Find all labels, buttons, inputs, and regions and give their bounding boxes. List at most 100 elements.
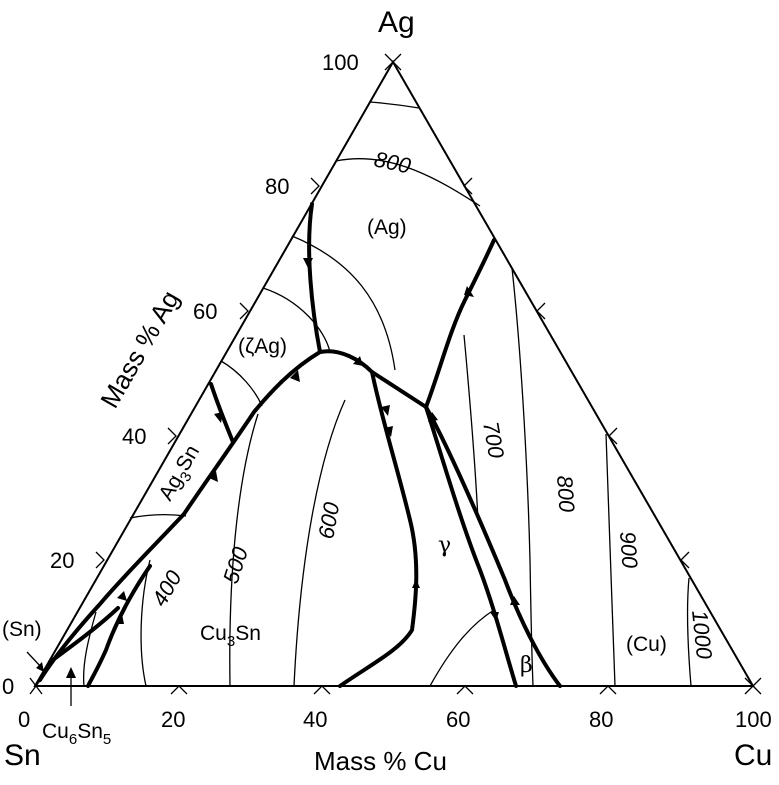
isotherm-label-800-top: 800 [372, 146, 414, 178]
tick-right-40 [608, 427, 618, 445]
phase-boundaries [38, 202, 562, 688]
label-ag3sn-sn: Sn [171, 441, 204, 475]
isotherm-label-700: 700 [478, 420, 509, 461]
isotherm-label-900: 900 [615, 531, 643, 570]
arrow-4 [353, 356, 363, 366]
isotherm-label-1000: 1000 [687, 609, 717, 661]
isotherm-ag-interior [291, 235, 396, 371]
label-cu6sn5-phase: Cu6Sn5 [42, 720, 111, 748]
subscript-6: 6 [69, 731, 77, 748]
tick-label-left-100: 100 [322, 50, 359, 75]
axis-title-mass-cu: Mass % Cu [314, 746, 447, 776]
corner-label-cu: Cu [734, 739, 772, 772]
isotherm-ag3sn-lower [129, 514, 187, 519]
boundary-ag-zeta-left [307, 202, 322, 354]
tick-label-bottom-0: 0 [18, 707, 30, 732]
label-cu6sn5-sn: Sn [77, 720, 103, 743]
isotherm-700 [463, 334, 479, 521]
boundary-gamma-cu3sn [338, 370, 419, 688]
boundary-cu6sn5-cu3sn [86, 564, 152, 688]
arrow-10 [412, 579, 420, 588]
arrow-12 [490, 612, 499, 621]
isotherm-top-cap [369, 101, 420, 109]
tick-left-100 [384, 53, 402, 71]
arrow-11 [510, 596, 520, 605]
label-cu-phase: (Cu) [626, 633, 667, 656]
arrow-8 [214, 412, 223, 423]
label-zeta-ag-phase: (ζAg) [238, 335, 287, 358]
subscript-3b: 3 [227, 633, 235, 650]
isotherm-600 [293, 399, 346, 687]
pointer-sn-head [36, 662, 44, 672]
tick-bottom-80 [599, 685, 617, 695]
arrow-13 [117, 591, 127, 601]
isotherm-800-upper [335, 158, 481, 207]
left-edge-ticks [29, 53, 402, 695]
boundary-gamma-beta-right [424, 405, 562, 688]
tick-right-20 [680, 551, 690, 569]
tick-bottom-60 [456, 685, 474, 695]
arrow-3 [290, 370, 300, 382]
triangle-frame [33, 59, 755, 687]
boundary-sn-corner [48, 606, 120, 664]
corner-label-sn: Sn [4, 739, 41, 772]
isotherm-500 [229, 413, 259, 687]
arrow-14 [116, 614, 124, 624]
pointer-cu6sn5-head [66, 667, 76, 678]
isotherm-zeta-lower [220, 360, 263, 407]
isotherm-label-600: 600 [313, 500, 344, 541]
label-beta-phase: β [520, 653, 533, 678]
tick-right-0 [744, 677, 762, 695]
arrow-9 [209, 471, 218, 482]
isotherm-sn-region [82, 611, 97, 687]
tick-label-bottom-20: 20 [161, 707, 185, 732]
isotherm-label-400: 400 [147, 566, 187, 611]
bottom-edge-ticks [170, 685, 617, 695]
label-cu3sn-sn: Sn [235, 622, 261, 645]
isotherms [82, 101, 692, 687]
isotherm-1000 [686, 577, 692, 687]
tick-bottom-20 [170, 685, 188, 695]
corner-label-ag: Ag [378, 6, 415, 39]
tick-label-bottom-80: 80 [589, 707, 613, 732]
tick-right-60 [536, 302, 546, 320]
tick-label-bottom-100: 100 [735, 707, 772, 732]
boundary-zeta-cu3sn [182, 350, 322, 516]
label-ag-phase: (Ag) [367, 216, 407, 239]
tick-right-80 [463, 177, 473, 195]
axis-title-mass-ag: Mass % Ag [94, 285, 185, 413]
isotherm-gamma-lower [429, 609, 495, 687]
tick-label-left-60: 60 [193, 299, 217, 324]
tick-label-left-0: 0 [2, 674, 14, 699]
arrowheads [116, 258, 520, 624]
isotherm-800-right [511, 267, 534, 687]
tick-left-60 [239, 302, 249, 320]
arrow-5 [381, 405, 390, 416]
arrow-7 [428, 412, 438, 422]
arrow-6 [384, 426, 393, 437]
arrow-1 [303, 258, 313, 268]
tick-label-bottom-60: 60 [446, 707, 470, 732]
tick-label-left-20: 20 [50, 548, 74, 573]
tick-left-40 [167, 427, 177, 445]
boundary-ag-gamma [424, 238, 496, 409]
tick-label-bottom-40: 40 [303, 707, 327, 732]
isotherm-zeta-upper [262, 287, 331, 353]
boundary-gamma-beta-left [424, 405, 518, 688]
right-edge-ticks [463, 177, 762, 695]
label-sn-phase: (Sn) [2, 618, 42, 641]
label-ag3sn-phase: Ag3Sn [154, 441, 208, 507]
isotherm-label-800-right: 800 [552, 475, 580, 514]
tick-left-80 [310, 177, 320, 195]
tick-label-left-40: 40 [122, 424, 146, 449]
subscript-5: 5 [103, 731, 111, 748]
isotherm-label-500: 500 [218, 543, 253, 586]
tick-left-20 [95, 551, 105, 569]
tick-bottom-40 [313, 685, 331, 695]
isotherm-900 [605, 433, 616, 687]
arrow-2 [464, 286, 474, 297]
label-gamma-phase: γ [438, 533, 451, 558]
tick-label-left-80: 80 [265, 174, 289, 199]
